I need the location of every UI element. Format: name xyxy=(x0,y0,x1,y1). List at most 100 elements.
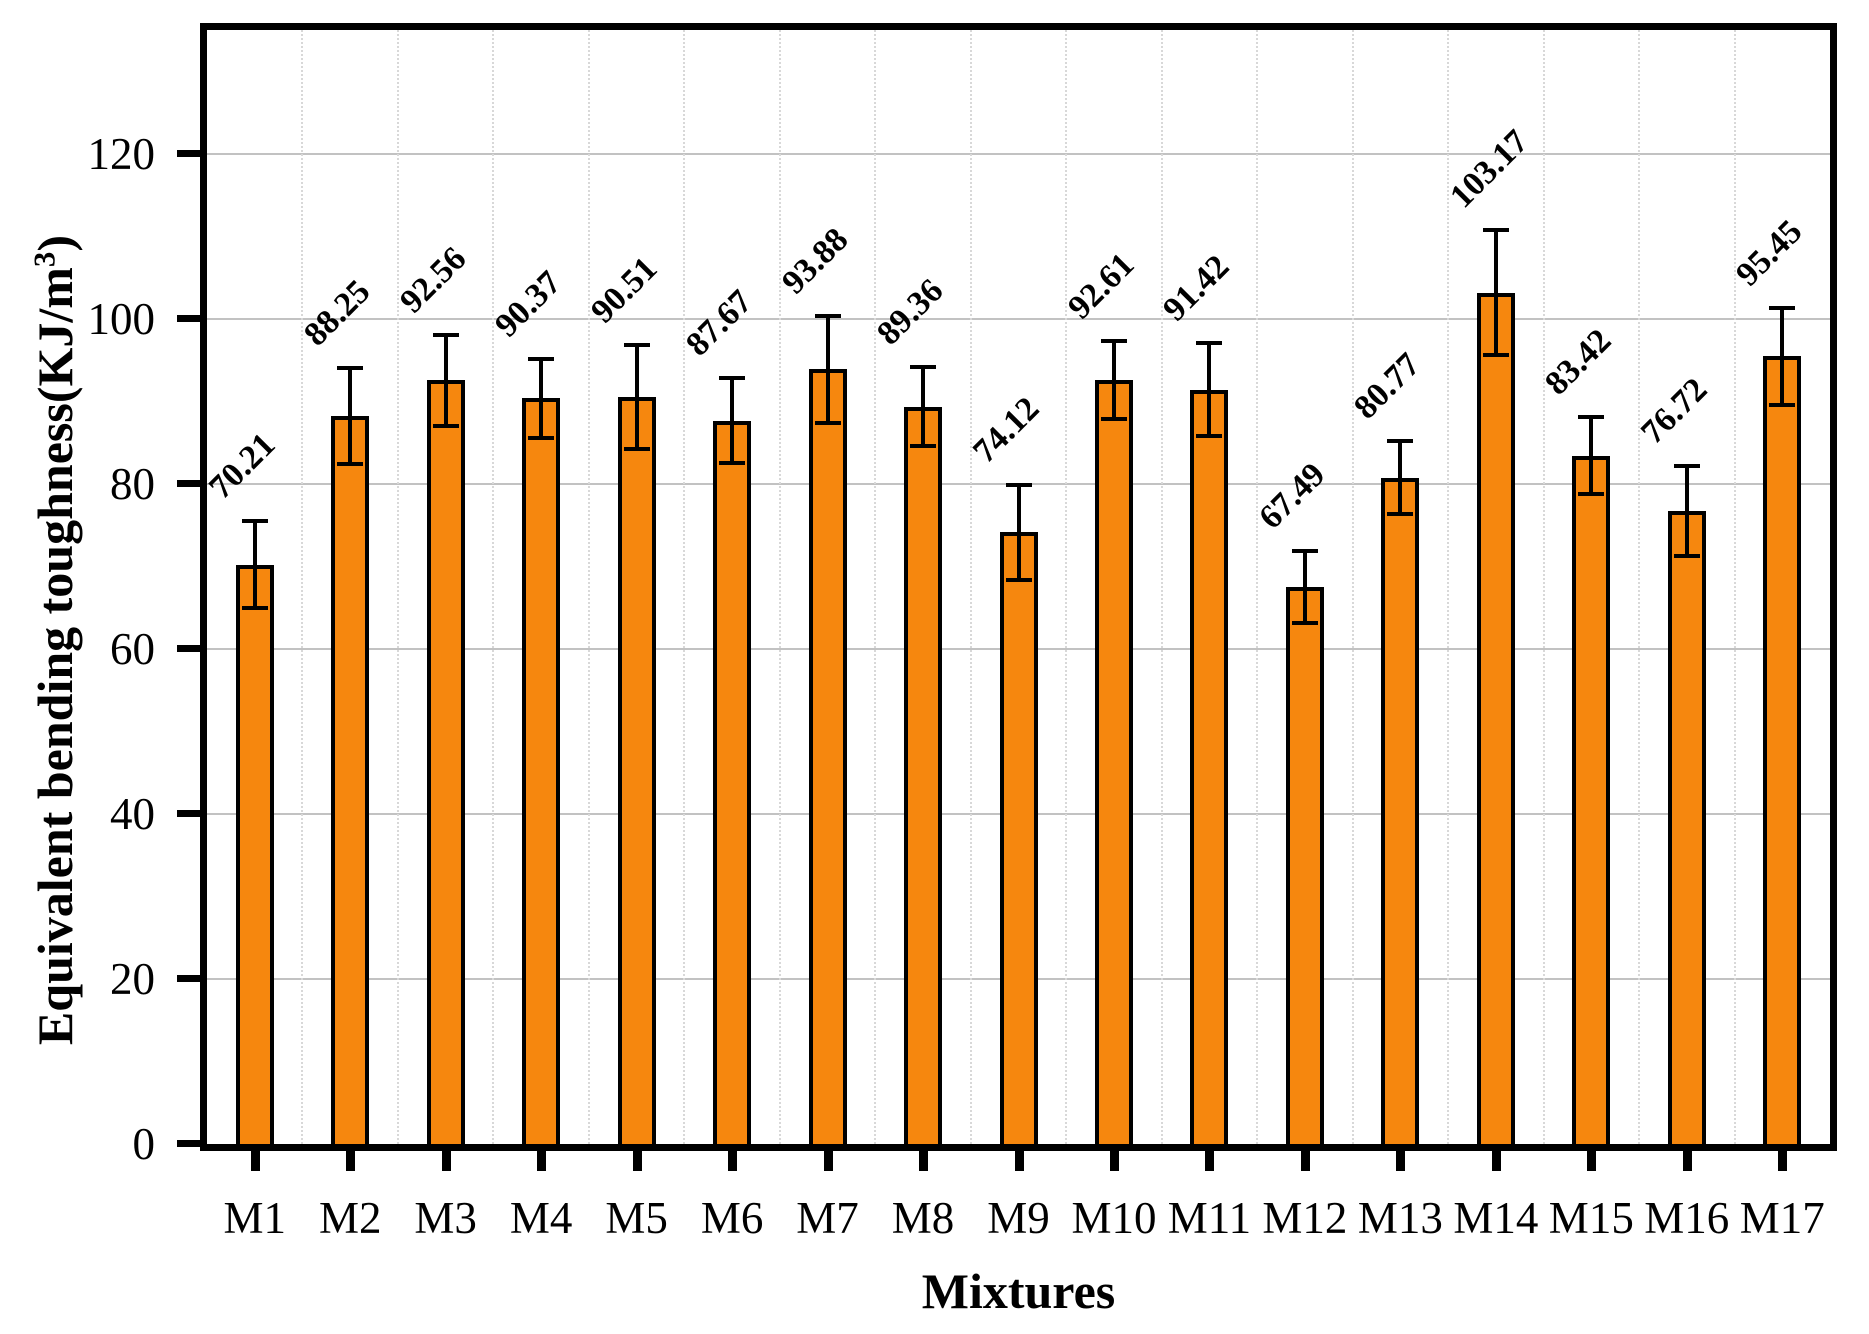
bar xyxy=(1285,587,1324,1144)
x-axis-tick xyxy=(1491,1151,1501,1171)
y-axis-tick xyxy=(177,1140,200,1147)
x-axis-tick xyxy=(1014,1151,1024,1171)
v-gridline xyxy=(301,30,304,1144)
error-bar xyxy=(539,358,544,438)
bar-value-label: 74.12 xyxy=(965,389,1046,470)
bar-value-label: 93.88 xyxy=(774,220,855,301)
bar xyxy=(1572,455,1611,1144)
x-axis-tick xyxy=(250,1151,260,1171)
y-axis-title: Equivalent bending toughness(KJ/m3) xyxy=(26,235,84,1045)
bar-value-label: 80.77 xyxy=(1347,346,1428,427)
bar xyxy=(1094,379,1133,1144)
bar-value-label: 90.37 xyxy=(488,263,569,344)
y-axis-tick xyxy=(177,974,200,982)
y-axis-tick xyxy=(177,314,200,322)
error-bar-cap-bottom xyxy=(1387,511,1414,516)
error-bar-cap-top xyxy=(1482,227,1509,232)
v-gridline xyxy=(1542,30,1545,1144)
bar xyxy=(1763,356,1802,1144)
x-tick-label: M16 xyxy=(1644,1193,1730,1243)
x-tick-label: M1 xyxy=(223,1193,286,1243)
error-bar xyxy=(443,334,448,426)
plot-inner: 0 20 40 60 80 100 120 70.21 M1 88.25 M2 92.56 M3 90.3… xyxy=(88,30,1830,1319)
error-bar-cap-top xyxy=(623,343,650,348)
error-bar-cap-top xyxy=(432,332,459,337)
error-bar-cap-bottom xyxy=(1769,403,1796,408)
error-bar xyxy=(1302,550,1307,624)
error-bar-cap-bottom xyxy=(1291,621,1318,626)
error-bar-cap-bottom xyxy=(432,423,459,428)
x-tick-label: M5 xyxy=(605,1193,668,1243)
x-axis-tick xyxy=(1109,1151,1119,1171)
x-tick-label: M14 xyxy=(1453,1193,1539,1243)
y-tick-label: 80 xyxy=(110,458,155,509)
h-gridline xyxy=(207,317,1830,320)
error-bar-cap-bottom xyxy=(814,420,841,425)
error-bar-cap-top xyxy=(1387,439,1414,444)
error-bar-cap-top xyxy=(719,376,746,381)
bar-value-label: 92.56 xyxy=(392,239,474,321)
x-axis-tick xyxy=(441,1151,451,1171)
v-gridline xyxy=(1733,30,1736,1144)
error-bar xyxy=(1589,416,1594,495)
bar-value-label: 67.49 xyxy=(1252,455,1333,537)
error-bar xyxy=(825,315,830,423)
y-axis-title-superscript: 3 xyxy=(26,251,62,268)
error-bar-cap-bottom xyxy=(623,447,650,452)
v-gridline xyxy=(683,30,686,1144)
y-axis-tick xyxy=(177,479,200,487)
error-bar-cap-bottom xyxy=(337,461,364,466)
bar-value-label: 95.45 xyxy=(1729,212,1810,293)
error-bar xyxy=(1111,341,1116,419)
bar xyxy=(522,398,561,1144)
v-gridline xyxy=(1160,30,1163,1144)
v-gridline xyxy=(492,30,495,1144)
x-axis-title: Mixtures xyxy=(921,1263,1116,1319)
x-axis-tick xyxy=(728,1151,738,1171)
error-bar-cap-top xyxy=(910,365,937,370)
bar-value-label: 70.21 xyxy=(201,425,283,507)
v-gridline xyxy=(874,30,877,1144)
x-axis-tick xyxy=(537,1151,547,1171)
bar xyxy=(713,420,752,1144)
x-axis-tick xyxy=(1300,1151,1310,1171)
h-gridline xyxy=(207,152,1830,155)
error-bar-cap-bottom xyxy=(528,435,555,440)
error-bar-cap-top xyxy=(1769,305,1796,310)
bar xyxy=(1190,389,1229,1144)
error-bar-cap-top xyxy=(1578,414,1605,419)
x-axis-tick xyxy=(1778,1151,1788,1171)
bar xyxy=(235,564,274,1144)
error-bar xyxy=(1493,229,1498,356)
bar-value-label: 87.67 xyxy=(679,283,760,364)
v-gridline xyxy=(1447,30,1450,1144)
error-bar-cap-bottom xyxy=(241,606,268,611)
x-tick-label: M13 xyxy=(1357,1193,1443,1243)
y-tick-label: 20 xyxy=(110,953,155,1004)
x-tick-label: M7 xyxy=(796,1193,859,1243)
x-tick-label: M17 xyxy=(1739,1193,1825,1243)
y-axis-title-text: Equivalent bending toughness(KJ/m xyxy=(27,267,83,1046)
x-axis-tick xyxy=(1396,1151,1406,1171)
error-bar-cap-top xyxy=(1100,339,1127,344)
error-bar-cap-bottom xyxy=(1578,492,1605,497)
bar xyxy=(426,380,465,1144)
error-bar-cap-bottom xyxy=(1100,416,1127,421)
error-bar-cap-top xyxy=(241,518,268,523)
y-tick-label: 100 xyxy=(87,293,156,344)
error-bar-cap-bottom xyxy=(719,460,746,465)
error-bar-cap-top xyxy=(1291,548,1318,553)
error-bar-cap-bottom xyxy=(1005,578,1032,583)
bar-value-label: 92.61 xyxy=(1061,246,1142,327)
v-gridline xyxy=(1256,30,1259,1144)
x-axis-tick xyxy=(823,1151,833,1171)
bar xyxy=(1667,510,1706,1144)
error-bar-cap-bottom xyxy=(1196,433,1223,438)
bar xyxy=(617,397,656,1144)
bar-value-label: 103.17 xyxy=(1442,122,1536,216)
plot-area: 0 20 40 60 80 100 120 70.21 M1 88.25 M2 92.56 M3 90.3… xyxy=(88,23,1837,1319)
x-axis-tick xyxy=(632,1151,642,1171)
y-axis-title-suffix: ) xyxy=(27,234,83,252)
bar xyxy=(1476,292,1515,1144)
